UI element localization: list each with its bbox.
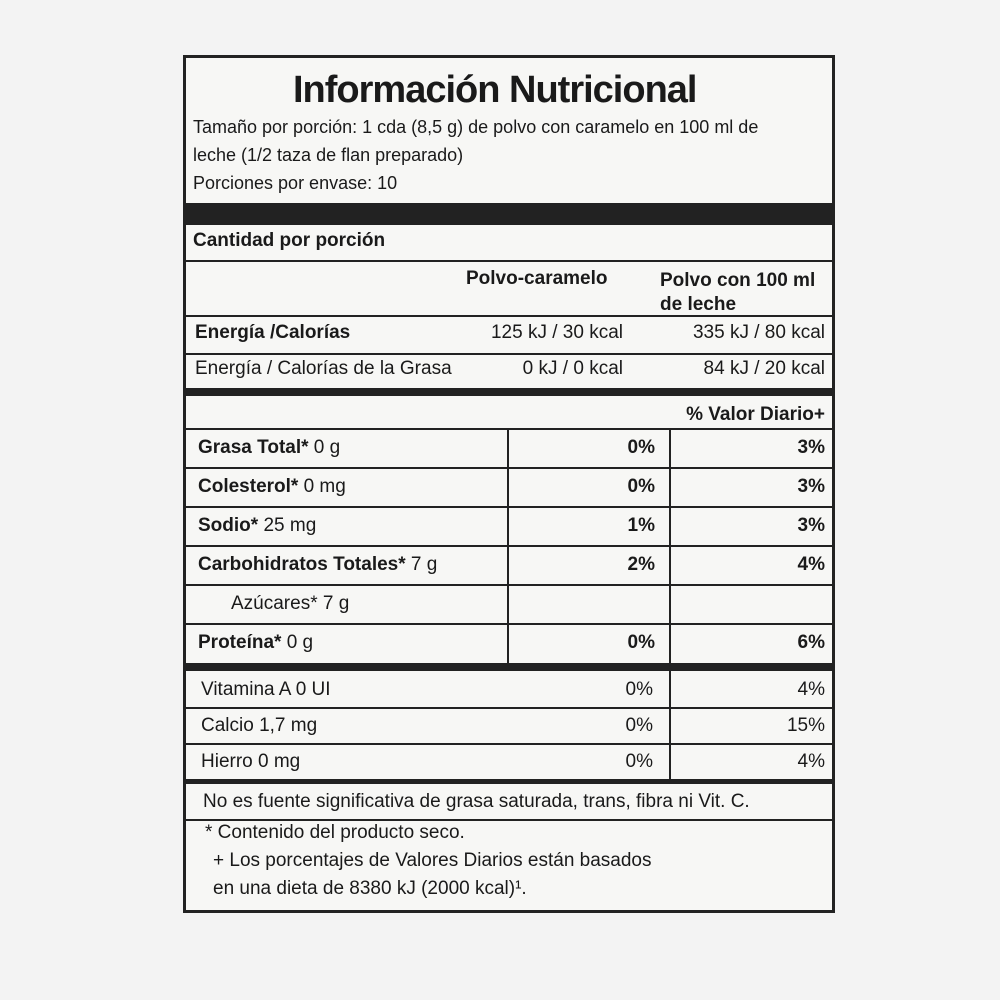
rule xyxy=(186,428,832,430)
rule xyxy=(186,623,832,625)
nutrient: Sodio* 25 mg xyxy=(198,516,316,535)
energy-name: Energía / Calorías de la Grasa xyxy=(195,358,452,379)
rule xyxy=(186,315,832,317)
title: Información Nutricional xyxy=(293,69,697,111)
nutrition-label: Información Nutricional Tamaño por porció… xyxy=(183,55,835,913)
dv-header: % Valor Diario+ xyxy=(686,404,825,425)
dv-value: 6% xyxy=(797,632,825,653)
nutrient: Azúcares* 7 g xyxy=(231,594,349,613)
rule xyxy=(186,506,832,508)
dv-value: 3% xyxy=(797,515,825,536)
energy-name: Energía /Calorías xyxy=(195,322,351,343)
nutrient-name: Azúcares* xyxy=(231,593,318,614)
energy-value: 125 kJ / 30 kcal xyxy=(490,322,623,343)
nutrient-name: Colesterol* xyxy=(198,476,299,497)
rule xyxy=(186,388,832,396)
serving-text: Tamaño por porción: 1 cda (8,5 g) de pol… xyxy=(193,117,759,137)
rule xyxy=(186,545,832,547)
nutrient-amount: 25 mg xyxy=(258,515,317,536)
dv-value: 4% xyxy=(797,554,825,575)
column-header: Polvo con 100 ml xyxy=(660,270,816,291)
nutrient: Grasa Total* 0 g xyxy=(198,438,340,457)
section-header: Cantidad por porción xyxy=(193,230,386,251)
nutrient-name: Grasa Total* xyxy=(198,437,309,458)
footnote: + Los porcentajes de Valores Diarios est… xyxy=(213,850,652,871)
dv-value: 1% xyxy=(627,515,655,536)
vitamin: Vitamina A 0 UI xyxy=(201,679,331,700)
dv-value: 0% xyxy=(625,679,653,700)
energy-value: 0 kJ / 0 kcal xyxy=(522,358,623,379)
rule xyxy=(186,467,832,469)
column-header: Polvo-caramelo xyxy=(466,268,608,289)
rule xyxy=(186,663,832,671)
dv-value: 4% xyxy=(797,679,825,700)
dv-value: 0% xyxy=(625,715,653,736)
divider xyxy=(669,671,671,779)
dv-value: 0% xyxy=(627,632,655,653)
dv-value: 0% xyxy=(627,437,655,458)
nutrient-name: Carbohidratos Totales* xyxy=(198,554,406,575)
serving-text: Porciones por envase: 10 xyxy=(193,173,398,193)
dv-value: 0% xyxy=(625,751,653,772)
footnote: * Contenido del producto seco. xyxy=(205,822,465,843)
nutrient-amount: 0 g xyxy=(308,437,341,458)
note: No es fuente significativa de grasa satu… xyxy=(203,791,750,812)
nutrient-amount: 7 g xyxy=(405,554,438,575)
dv-value: 0% xyxy=(627,476,655,497)
serving-text: leche (1/2 taza de flan preparado) xyxy=(193,145,464,165)
dv-value: 2% xyxy=(627,554,655,575)
nutrient-name: Proteína* xyxy=(198,632,282,653)
rule xyxy=(186,203,832,225)
rule xyxy=(186,819,832,821)
divider xyxy=(669,428,671,663)
dv-value: 3% xyxy=(797,437,825,458)
nutrient-amount: 7 g xyxy=(317,593,350,614)
vitamin: Calcio 1,7 mg xyxy=(201,715,318,736)
vitamin: Hierro 0 mg xyxy=(201,751,301,772)
rule xyxy=(186,353,832,355)
footnote: en una dieta de 8380 kJ (2000 kcal)¹. xyxy=(213,878,527,899)
rule xyxy=(186,584,832,586)
nutrient-amount: 0 g xyxy=(281,632,314,653)
column-header: de leche xyxy=(660,294,737,315)
nutrient: Proteína* 0 g xyxy=(198,633,313,652)
rule xyxy=(186,743,832,745)
rule xyxy=(186,260,832,262)
dv-value: 15% xyxy=(786,715,825,736)
dv-value: 3% xyxy=(797,476,825,497)
nutrient: Carbohidratos Totales* 7 g xyxy=(198,555,437,574)
energy-value: 84 kJ / 20 kcal xyxy=(703,358,825,379)
energy-value: 335 kJ / 80 kcal xyxy=(692,322,825,343)
rule xyxy=(186,707,832,709)
nutrient-name: Sodio* xyxy=(198,515,259,536)
nutrient: Colesterol* 0 mg xyxy=(198,477,346,496)
dv-value: 4% xyxy=(797,751,825,772)
nutrient-amount: 0 mg xyxy=(298,476,346,497)
rule xyxy=(186,779,832,784)
divider xyxy=(507,428,509,663)
